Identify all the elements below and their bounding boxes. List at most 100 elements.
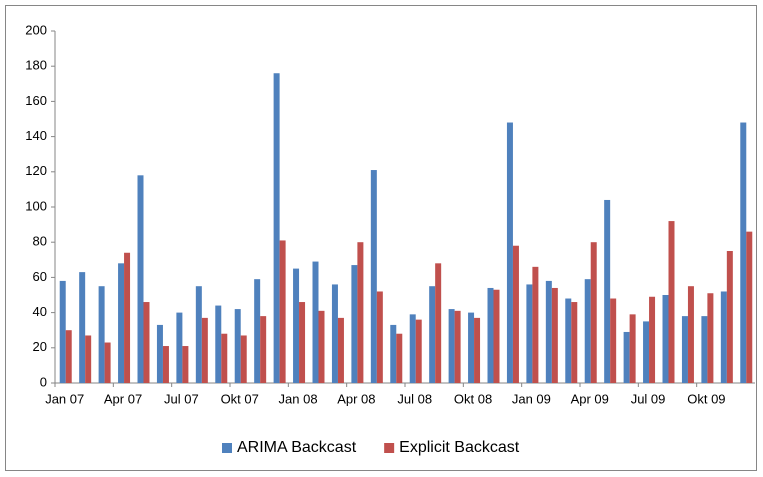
bar: [318, 310, 325, 383]
y-tick-label: 0: [40, 374, 47, 389]
y-tick-label: 20: [33, 339, 47, 354]
bar: [701, 316, 708, 383]
bar: [584, 279, 591, 383]
bar: [687, 286, 694, 383]
bar: [662, 295, 669, 383]
bar: [59, 280, 66, 383]
bar: [726, 251, 733, 383]
bar: [668, 221, 675, 383]
bar: [649, 296, 656, 383]
bar: [746, 231, 753, 383]
bar: [273, 73, 280, 384]
bar: [551, 287, 558, 383]
bar: [79, 272, 86, 383]
bar: [299, 302, 306, 383]
x-tick-label: Jul 07: [164, 391, 199, 406]
legend-swatch: [222, 443, 232, 453]
bar: [201, 317, 208, 383]
chart-border: [5, 5, 757, 471]
legend-label: Explicit Backcast: [399, 439, 520, 456]
bar: [98, 286, 105, 383]
bar: [293, 268, 300, 383]
bar: [234, 309, 241, 383]
bar: [337, 317, 344, 383]
bar: [396, 333, 403, 383]
bar: [448, 309, 455, 383]
bar: [604, 199, 611, 383]
bar: [312, 261, 319, 383]
bar: [65, 330, 72, 383]
bar: [254, 279, 261, 383]
bar: [532, 266, 539, 383]
bar: [182, 346, 189, 383]
x-tick-label: Okt 09: [687, 391, 725, 406]
x-tick-label: Apr 08: [337, 391, 375, 406]
bar: [487, 287, 494, 383]
bar: [493, 289, 500, 383]
bar: [590, 242, 597, 383]
bar: [85, 335, 92, 383]
bar: [215, 305, 222, 383]
x-tick-label: Jan 08: [279, 391, 318, 406]
x-tick-label: Jul 08: [397, 391, 432, 406]
bar: [565, 298, 572, 383]
bar: [435, 263, 442, 383]
y-tick-label: 180: [25, 58, 47, 73]
bar: [118, 263, 125, 383]
bar: [370, 170, 377, 383]
bar: [409, 314, 416, 383]
bar: [454, 310, 461, 383]
bar: [240, 335, 247, 383]
y-tick-label: 80: [33, 234, 47, 249]
legend-label: ARIMA Backcast: [237, 439, 357, 456]
y-tick-label: 120: [25, 163, 47, 178]
bar: [720, 291, 727, 383]
bar: [415, 319, 422, 383]
bar: [156, 324, 163, 383]
bar: [681, 316, 688, 383]
bar: [610, 298, 617, 383]
bar: [104, 342, 111, 383]
bar: [390, 324, 397, 383]
y-tick-label: 140: [25, 128, 47, 143]
bar: [137, 175, 144, 383]
y-tick-label: 160: [25, 93, 47, 108]
bar: [629, 314, 636, 383]
bar: [376, 291, 383, 383]
bar: [195, 286, 202, 383]
x-tick-label: Okt 07: [221, 391, 259, 406]
bar: [176, 312, 183, 383]
y-tick-label: 60: [33, 269, 47, 284]
bar: [468, 312, 475, 383]
bar: [143, 302, 150, 383]
bar: [545, 280, 552, 383]
bar: [260, 316, 267, 383]
bar: [506, 122, 513, 384]
bar: [526, 284, 533, 383]
bar: [279, 240, 286, 383]
bar: [571, 302, 578, 383]
y-tick-label: 100: [25, 198, 47, 213]
bar: [357, 242, 364, 383]
bar: [707, 293, 714, 383]
x-tick-label: Okt 08: [454, 391, 492, 406]
y-tick-label: 40: [33, 304, 47, 319]
bar: [221, 333, 228, 383]
legend-swatch: [384, 443, 395, 453]
bar: [331, 284, 338, 383]
x-tick-label: Apr 09: [571, 391, 609, 406]
x-tick-label: Apr 07: [104, 391, 142, 406]
x-tick-label: Jan 07: [45, 391, 84, 406]
x-tick-label: Jul 09: [631, 391, 666, 406]
bar: [162, 346, 169, 383]
x-tick-label: Jan 09: [512, 391, 551, 406]
bar: [740, 122, 747, 384]
bar: [474, 317, 481, 383]
y-tick-label: 200: [25, 22, 47, 37]
bar: [512, 245, 519, 383]
bar: [429, 286, 436, 383]
bar: [643, 321, 650, 383]
bar: [623, 331, 630, 383]
bar: [351, 265, 358, 383]
